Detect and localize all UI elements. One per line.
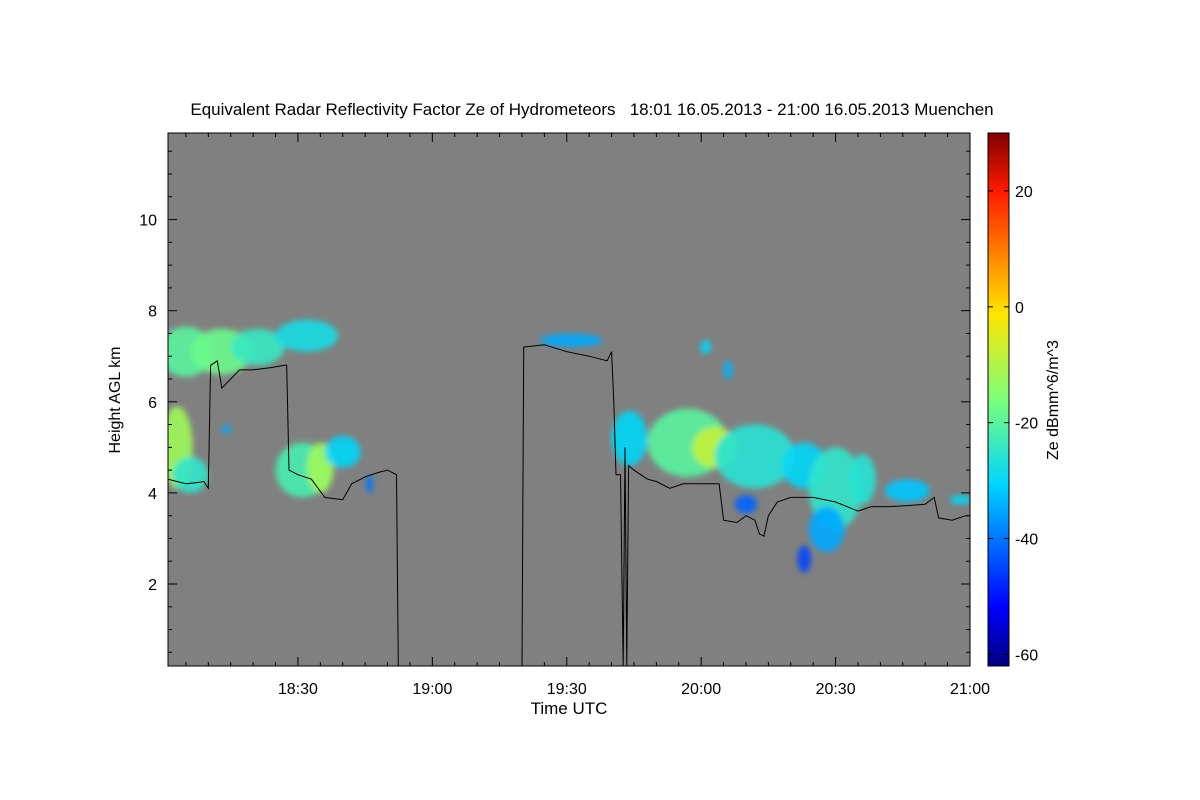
reflectivity-patch (734, 495, 758, 514)
reflectivity-patch (723, 360, 733, 379)
reflectivity-patch (324, 435, 361, 468)
reflectivity-patch (221, 424, 231, 434)
chart-title: Equivalent Radar Reflectivity Factor Ze … (190, 100, 993, 119)
colorbar-tick-label: 20 (1015, 184, 1033, 201)
x-tick-label: 21:00 (950, 681, 990, 698)
colorbar-tick-label: 0 (1015, 300, 1024, 317)
x-tick-label: 19:30 (547, 681, 587, 698)
y-tick-label: 4 (148, 486, 157, 503)
reflectivity-patch (611, 410, 648, 466)
reflectivity-patch (700, 340, 712, 354)
x-tick-label: 19:00 (412, 681, 452, 698)
x-tick-label: 18:30 (278, 681, 318, 698)
reflectivity-patch (172, 456, 209, 493)
reflectivity-patch (230, 328, 285, 366)
colorbar-label: Ze dBmm^6/m^3 (1045, 340, 1062, 460)
colorbar-tick-label: -40 (1015, 532, 1038, 549)
y-tick-label: 2 (148, 577, 157, 594)
y-tick-label: 8 (148, 304, 157, 321)
reflectivity-patch (949, 495, 970, 505)
reflectivity-patch (714, 424, 796, 489)
reflectivity-patch (849, 454, 876, 505)
reflectivity-patch (275, 319, 339, 352)
colorbar-tick-label: -20 (1015, 416, 1038, 433)
colorbar-tick-label: -60 (1015, 647, 1038, 664)
reflectivity-patch (797, 545, 811, 573)
reflectivity-patch (366, 474, 374, 493)
reflectivity-field (168, 319, 970, 573)
reflectivity-patch (539, 333, 603, 348)
y-tick-label: 10 (139, 213, 157, 230)
cloud-base-line (168, 344, 970, 666)
colorbar (987, 132, 1010, 667)
x-axis-label: Time UTC (531, 699, 608, 718)
plot-frame (167, 132, 971, 667)
reflectivity-patch (808, 506, 845, 553)
y-tick-label: 6 (148, 395, 157, 412)
reflectivity-patch (884, 479, 930, 502)
x-tick-label: 20:30 (816, 681, 856, 698)
plot-background (168, 133, 970, 666)
x-tick-label: 20:00 (681, 681, 721, 698)
y-axis-label: Height AGL km (107, 346, 124, 453)
